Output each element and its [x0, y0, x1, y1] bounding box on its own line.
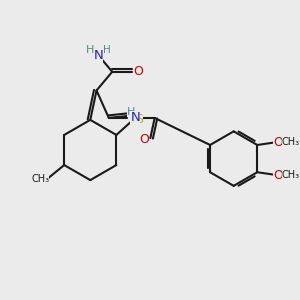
Text: O: O	[273, 136, 283, 148]
Text: H: H	[103, 45, 110, 55]
Text: CH₃: CH₃	[282, 170, 300, 180]
Text: CH₃: CH₃	[31, 173, 50, 184]
Text: O: O	[134, 65, 143, 78]
Text: O: O	[139, 133, 149, 146]
Text: O: O	[273, 169, 283, 182]
Text: N: N	[94, 50, 103, 62]
Text: H: H	[85, 45, 94, 55]
Text: CH₃: CH₃	[282, 137, 300, 147]
Text: H: H	[127, 106, 135, 117]
Text: N: N	[130, 111, 140, 124]
Text: S: S	[135, 113, 143, 127]
